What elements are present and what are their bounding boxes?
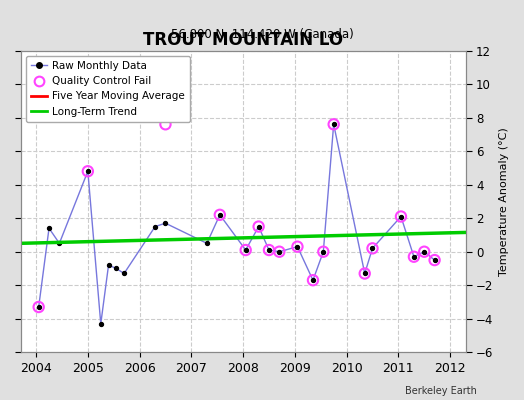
Point <box>112 265 121 272</box>
Text: 56.800 N, 114.420 W (Canada): 56.800 N, 114.420 W (Canada) <box>171 28 353 41</box>
Point <box>151 223 159 230</box>
Point <box>330 121 338 128</box>
Point <box>319 248 328 255</box>
Text: Berkeley Earth: Berkeley Earth <box>405 386 477 396</box>
Point <box>410 254 418 260</box>
Point <box>319 248 328 255</box>
Point <box>430 257 439 263</box>
Point <box>120 270 128 277</box>
Point <box>45 225 53 232</box>
Point <box>275 248 283 255</box>
Point <box>161 121 170 128</box>
Point <box>430 257 439 263</box>
Point <box>215 212 224 218</box>
Point <box>203 240 211 246</box>
Point <box>35 304 43 310</box>
Point <box>215 212 224 218</box>
Point <box>397 213 405 220</box>
Point <box>255 223 263 230</box>
Point <box>104 262 113 268</box>
Point <box>397 213 405 220</box>
Point <box>255 223 263 230</box>
Point <box>293 244 302 250</box>
Point <box>96 320 105 327</box>
Point <box>84 168 92 174</box>
Point <box>265 247 273 253</box>
Point <box>242 247 250 253</box>
Point <box>361 270 369 277</box>
Point <box>410 254 418 260</box>
Point <box>55 240 63 246</box>
Point <box>265 247 273 253</box>
Y-axis label: Temperature Anomaly (°C): Temperature Anomaly (°C) <box>499 127 509 276</box>
Point <box>309 277 317 283</box>
Point <box>161 220 170 226</box>
Point <box>293 244 302 250</box>
Point <box>420 248 429 255</box>
Title: TROUT MOUNTAIN LO: TROUT MOUNTAIN LO <box>143 31 343 49</box>
Point <box>420 248 429 255</box>
Point <box>330 121 338 128</box>
Legend: Raw Monthly Data, Quality Control Fail, Five Year Moving Average, Long-Term Tren: Raw Monthly Data, Quality Control Fail, … <box>26 56 190 122</box>
Point <box>275 248 283 255</box>
Point <box>309 277 317 283</box>
Point <box>242 247 250 253</box>
Point <box>368 245 377 252</box>
Point <box>368 245 377 252</box>
Point <box>35 304 43 310</box>
Point <box>84 168 92 174</box>
Point <box>361 270 369 277</box>
